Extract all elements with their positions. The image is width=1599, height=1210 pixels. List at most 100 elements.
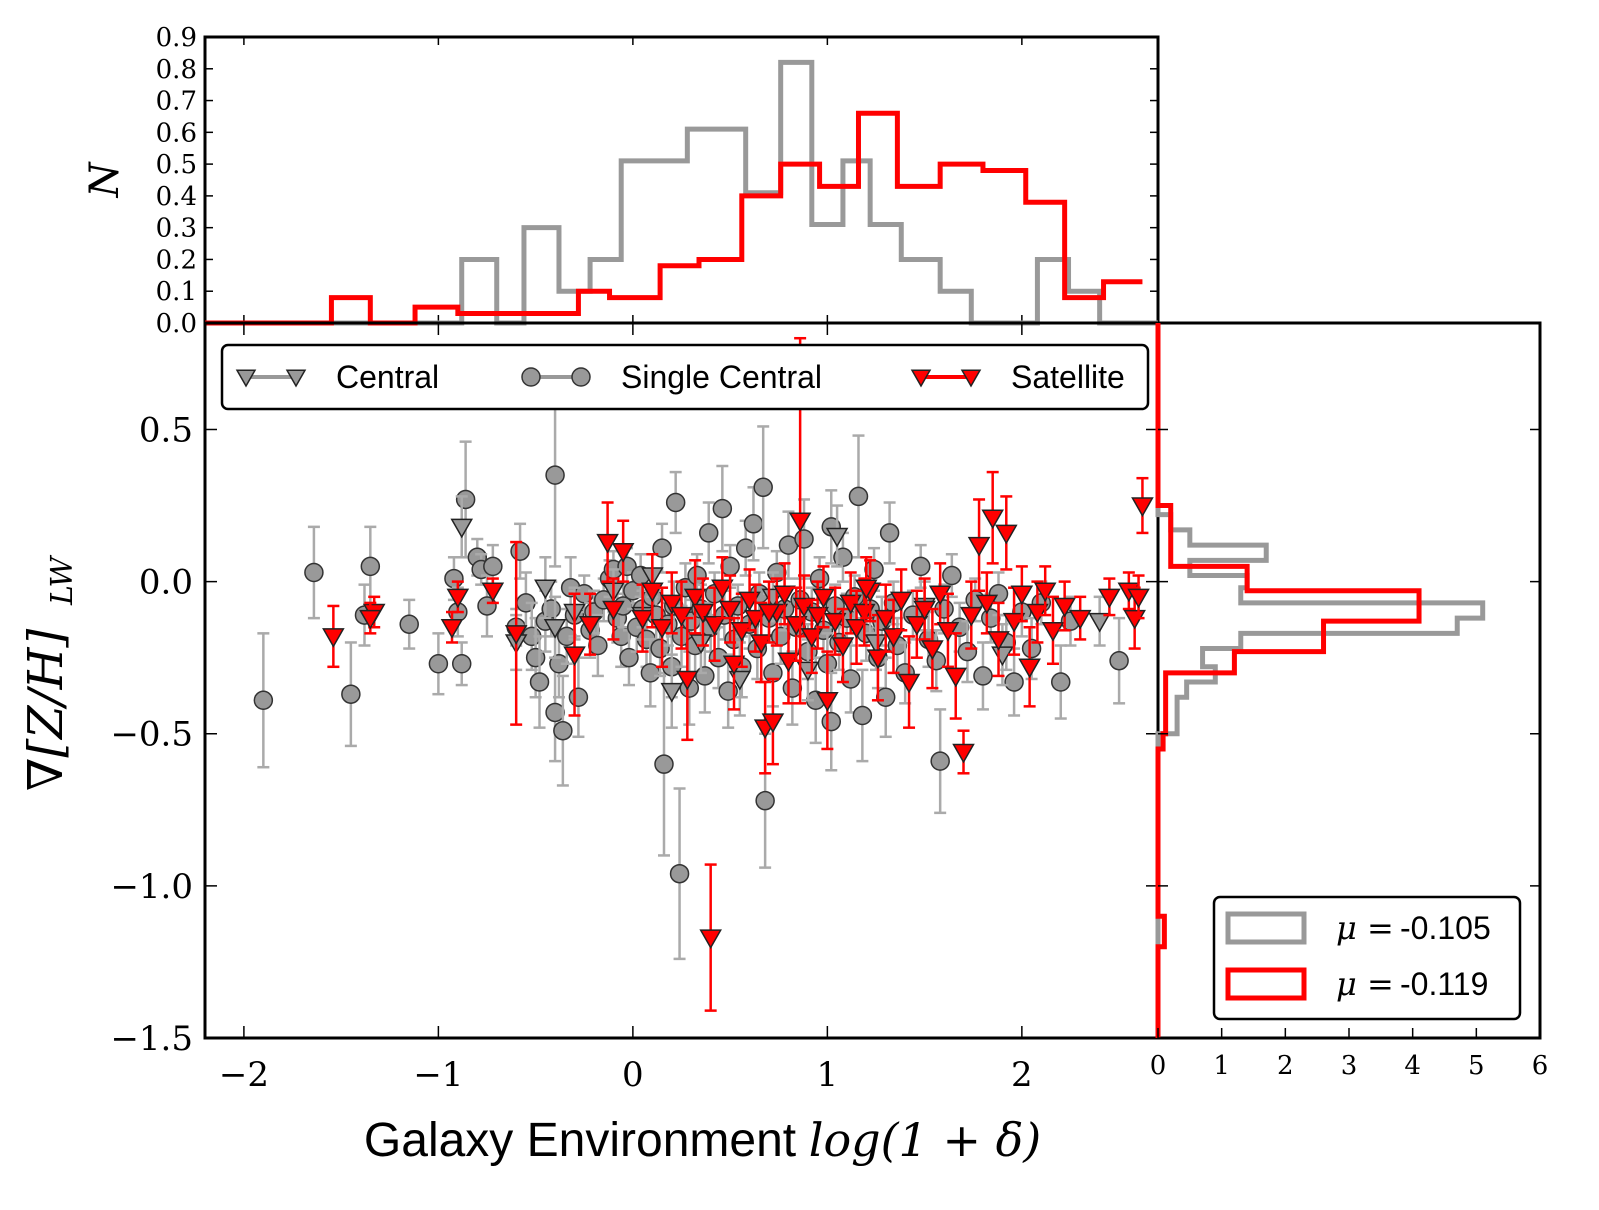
data-point-triangle <box>981 509 1004 530</box>
data-point-circle <box>1109 650 1129 671</box>
data-point-triangle <box>543 619 567 639</box>
data-point-circle <box>852 705 873 726</box>
right-xtick-label: 6 <box>1532 1051 1549 1081</box>
data-point-triangle <box>952 743 975 764</box>
data-point-circle <box>743 514 764 534</box>
data-point-circle <box>654 754 674 774</box>
main-xtick-label: −1 <box>413 1055 463 1095</box>
data-point-circle <box>718 681 738 701</box>
main-ytick-label: 0.5 <box>139 410 193 450</box>
main-ytick-label: 0.0 <box>139 563 193 603</box>
data-point-circle <box>545 465 565 485</box>
data-point-triangle <box>825 527 849 548</box>
data-point-triangle <box>450 518 474 539</box>
data-point-circle <box>451 654 472 674</box>
data-point-circle <box>720 556 740 577</box>
data-point-triangle <box>691 603 715 624</box>
data-point-circle <box>360 556 381 577</box>
data-point-triangle <box>611 542 635 563</box>
data-point-circle <box>529 672 550 692</box>
legend-marker <box>960 369 982 388</box>
legend-marker <box>285 369 307 388</box>
data-point-triangle <box>1088 612 1111 633</box>
data-point-triangle <box>703 615 726 636</box>
top-hist-step-central <box>205 59 1158 326</box>
data-point-triangle <box>1053 597 1076 618</box>
data-point-circle <box>698 523 719 543</box>
data-point-triangle <box>987 631 1010 651</box>
main-xtick-label: 0 <box>622 1055 644 1095</box>
data-point-circle <box>545 702 565 723</box>
data-point-triangle <box>699 929 722 950</box>
data-point-triangle <box>959 606 983 627</box>
right-xtick-label: 4 <box>1404 1051 1421 1081</box>
right-xtick-label: 5 <box>1468 1051 1485 1081</box>
data-point-triangle <box>864 634 888 654</box>
data-point-triangle <box>359 609 382 630</box>
legend-label-central: Central <box>336 359 439 395</box>
data-point-triangle <box>823 612 847 633</box>
main-ytick-label: −0.5 <box>110 715 193 755</box>
data-point-triangle <box>757 603 781 624</box>
data-point-triangle <box>1041 622 1065 642</box>
right-xtick-label: 0 <box>1150 1051 1167 1081</box>
data-point-triangle <box>831 637 855 658</box>
data-point-triangle <box>1033 582 1057 603</box>
data-point-triangle <box>1098 588 1121 609</box>
right-legend-swatch <box>1225 911 1307 945</box>
main-xtick-label: 2 <box>1011 1055 1033 1095</box>
right-legend-mu: μ = <box>1336 909 1394 947</box>
data-point-triangle <box>944 667 968 688</box>
data-point-circle <box>665 492 686 513</box>
legend-marker <box>910 369 932 388</box>
data-point-triangle <box>773 585 796 606</box>
data-point-triangle <box>563 646 586 667</box>
data-point-circle <box>848 486 869 507</box>
main-ylabel-sub: LW <box>45 555 80 606</box>
right-xtick-label: 3 <box>1341 1051 1358 1081</box>
data-point-circle <box>1021 638 1042 659</box>
data-point-triangle <box>689 634 713 654</box>
data-point-triangle <box>1018 658 1041 679</box>
data-point-triangle <box>854 579 878 600</box>
data-point-triangle <box>1068 609 1092 630</box>
right-xtick-label: 2 <box>1277 1051 1294 1081</box>
data-point-triangle <box>967 536 991 557</box>
top-ytick-label: 0.6 <box>156 118 197 148</box>
right-legend-frame <box>1212 895 1522 1021</box>
data-point-circle <box>809 568 830 589</box>
data-point-circle <box>821 711 842 732</box>
data-point-triangle <box>683 588 707 609</box>
data-point-circle <box>864 559 884 580</box>
data-point-triangle <box>761 713 785 734</box>
legend-label-satellite: Satellite <box>1011 359 1125 395</box>
top-ytick-label: 0.8 <box>156 55 197 85</box>
top-ytick-label: 0.2 <box>156 245 197 275</box>
legend-frame <box>220 343 1150 411</box>
data-point-circle <box>695 666 715 686</box>
main-ylabel: ∇[Z/H] LW <box>18 555 80 791</box>
data-point-circle <box>930 751 950 771</box>
data-point-triangle <box>889 591 913 612</box>
right-legend-value: -0.105 <box>1400 910 1491 946</box>
data-point-circle <box>879 523 900 543</box>
data-point-circle <box>428 654 449 674</box>
right-legend-swatch <box>1225 967 1307 1001</box>
main-scatter-panel: −2 −1 0 1 2 0.5 0.0 −0.5 −1.0 −1.5 Galaxy Environm… <box>18 321 1160 1167</box>
data-point-triangle <box>504 625 528 645</box>
top-hist-step-satellite <box>205 110 1143 326</box>
data-point-triangle <box>936 622 960 642</box>
series-satellite <box>322 336 1154 1012</box>
data-point-triangle <box>921 640 944 661</box>
data-point-circle <box>1004 672 1024 692</box>
top-ytick-label: 0.3 <box>156 214 197 244</box>
data-point-circle <box>782 678 803 698</box>
data-point-triangle <box>882 628 905 648</box>
data-point-circle <box>840 669 861 689</box>
data-point-circle <box>794 529 814 549</box>
data-point-circle <box>910 556 931 577</box>
data-point-circle <box>1051 672 1071 692</box>
